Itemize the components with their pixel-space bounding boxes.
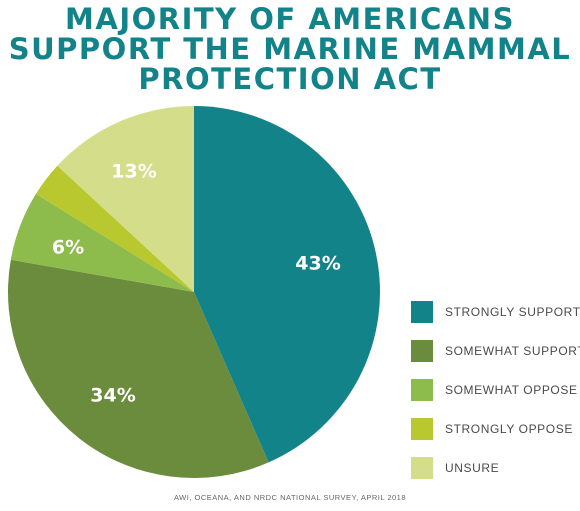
data-label-somewhat-oppose: 6% [52, 237, 84, 259]
legend-item-unsure: UNSURE [411, 456, 580, 480]
chart-title-line-3: PROTECTION ACT [138, 62, 442, 96]
legend-label-somewhat-oppose: SOMEWHAT OPPOSE [445, 383, 578, 397]
pie-slice-strongly-oppose [35, 165, 195, 292]
legend-swatch-unsure [411, 457, 433, 479]
pie-slice-somewhat-support [7, 259, 269, 479]
chart-title: MAJORITY OF AMERICANS SUPPORT THE MARINE… [0, 4, 580, 94]
pie-slice-somewhat-oppose [10, 193, 194, 292]
pie-slice-strongly-support [194, 106, 381, 463]
legend-item-somewhat-oppose: SOMEWHAT OPPOSE [411, 378, 580, 402]
data-label-somewhat-support: 34% [90, 385, 135, 407]
legend-item-somewhat-support: SOMEWHAT SUPPORT [411, 339, 580, 363]
pie-slices [7, 106, 381, 479]
legend-label-strongly-support: STRONGLY SUPPORT [445, 305, 580, 319]
data-label-strongly-support: 43% [295, 253, 340, 275]
legend-swatch-somewhat-oppose [411, 379, 433, 401]
legend-item-strongly-oppose: STRONGLY OPPOSE [411, 417, 580, 441]
pie-slice-unsure [57, 106, 195, 292]
legend-label-somewhat-support: SOMEWHAT SUPPORT [445, 344, 580, 358]
pie-data-labels: 43% 34% 6% 13% [52, 161, 341, 407]
legend-label-unsure: UNSURE [445, 461, 500, 475]
legend-label-strongly-oppose: STRONGLY OPPOSE [445, 422, 573, 436]
legend-swatch-strongly-support [411, 301, 433, 323]
legend-swatch-strongly-oppose [411, 418, 433, 440]
legend-item-strongly-support: STRONGLY SUPPORT [411, 300, 580, 324]
legend-swatch-somewhat-support [411, 340, 433, 362]
chart-title-line-2: SUPPORT THE MARINE MAMMAL [8, 32, 572, 66]
source-note: AWI, OCEANA, AND NRDC NATIONAL SURVEY, A… [173, 493, 407, 502]
data-label-unsure: 13% [111, 161, 156, 183]
chart-legend: STRONGLY SUPPORT SOMEWHAT SUPPORT SOMEWHAT… [411, 300, 580, 495]
chart-title-line-1: MAJORITY OF AMERICANS [65, 2, 515, 36]
